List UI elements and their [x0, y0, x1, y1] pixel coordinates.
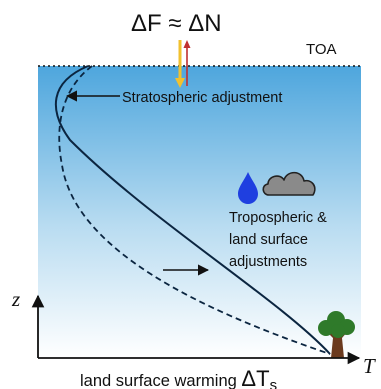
y-axis-label: z: [11, 287, 20, 311]
x-caption-text: land surface warming: [80, 372, 241, 389]
toa-label: TOA: [306, 41, 337, 58]
tropospheric-label-line-3: adjustments: [229, 254, 307, 270]
x-caption-subscript: s: [270, 377, 278, 389]
incoming-flux-arrow: [175, 40, 185, 88]
x-axis-label: T: [363, 354, 376, 378]
stratospheric-adjustment-label: Stratospheric adjustment: [122, 90, 282, 106]
tropospheric-label-line-2: land surface: [229, 232, 308, 248]
flux-equation: ΔF ≈ ΔN: [131, 10, 222, 37]
x-axis-caption: land surface warming ΔTs: [80, 366, 277, 389]
tropospheric-label-line-1: Tropospheric &: [229, 210, 327, 226]
x-caption-symbol: ΔT: [241, 366, 269, 389]
